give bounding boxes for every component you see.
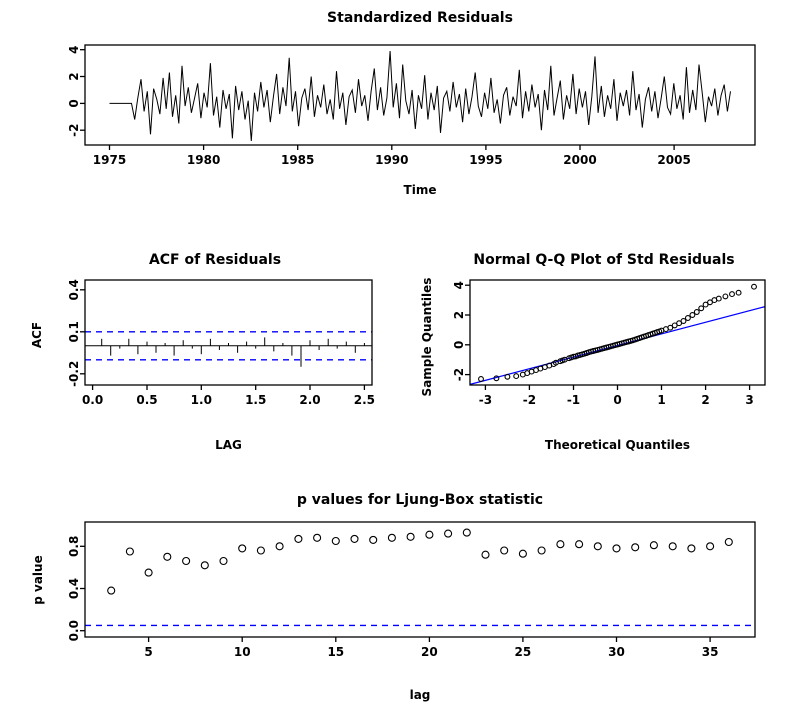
- svg-text:0: 0: [452, 341, 466, 349]
- ljung-xlabel: lag: [409, 688, 431, 702]
- svg-text:15: 15: [327, 645, 344, 659]
- residuals-xlabel: Time: [403, 183, 437, 197]
- svg-text:1990: 1990: [375, 153, 408, 167]
- svg-text:20: 20: [421, 645, 438, 659]
- svg-text:5: 5: [144, 645, 152, 659]
- svg-text:0.4: 0.4: [67, 279, 81, 300]
- svg-text:2: 2: [701, 393, 709, 407]
- svg-text:1995: 1995: [469, 153, 502, 167]
- svg-text:1975: 1975: [93, 153, 126, 167]
- svg-text:4: 4: [67, 46, 81, 54]
- qq-title: Normal Q-Q Plot of Std Residuals: [473, 252, 735, 268]
- ljung-title: p values for Ljung-Box statistic: [296, 492, 544, 508]
- svg-text:2: 2: [452, 311, 466, 319]
- svg-text:10: 10: [234, 645, 251, 659]
- qq-chart: -3 -2 -1 0 1 2 3 -2 0 2 4: [452, 279, 766, 407]
- svg-text:-2: -2: [67, 124, 81, 137]
- svg-text:0: 0: [613, 393, 621, 407]
- acf-title: ACF of Residuals: [148, 252, 282, 268]
- svg-text:-3: -3: [479, 393, 492, 407]
- svg-text:3: 3: [745, 393, 753, 407]
- svg-text:0.5: 0.5: [136, 393, 157, 407]
- acf-chart: 0.0 0.5 1.0 1.5 2.0 2.5 -0.2 0.1 0.4: [67, 279, 375, 407]
- svg-text:2005: 2005: [657, 153, 690, 167]
- svg-text:1980: 1980: [187, 153, 220, 167]
- svg-text:2000: 2000: [563, 153, 596, 167]
- svg-text:-2: -2: [452, 368, 466, 381]
- ljung-chart: 5 10 15 20 25 30 35 0.0 0.4 0.8: [67, 521, 756, 659]
- acf-xlabel: LAG: [215, 438, 242, 452]
- svg-text:-2: -2: [523, 393, 536, 407]
- svg-text:0.1: 0.1: [67, 321, 81, 342]
- svg-text:2: 2: [67, 72, 81, 80]
- qq-xlabel: Theoretical Quantiles: [544, 438, 691, 452]
- svg-text:2.5: 2.5: [354, 393, 375, 407]
- svg-text:-0.2: -0.2: [67, 361, 81, 387]
- svg-text:0.4: 0.4: [67, 578, 81, 599]
- svg-text:1985: 1985: [281, 153, 314, 167]
- svg-text:0.0: 0.0: [67, 620, 81, 641]
- svg-text:1.5: 1.5: [245, 393, 266, 407]
- svg-text:0.8: 0.8: [67, 536, 81, 557]
- svg-text:4: 4: [452, 281, 466, 289]
- svg-text:25: 25: [515, 645, 532, 659]
- svg-text:0: 0: [67, 99, 81, 107]
- residuals-chart: 1975 1980 1985 1990 1995 2000 2005 -2 0 2 4: [67, 44, 756, 167]
- svg-text:2.0: 2.0: [299, 393, 320, 407]
- svg-text:30: 30: [608, 645, 625, 659]
- svg-text:1.0: 1.0: [191, 393, 212, 407]
- svg-text:1: 1: [657, 393, 665, 407]
- svg-text:35: 35: [702, 645, 719, 659]
- svg-text:-1: -1: [567, 393, 580, 407]
- residuals-title: Standardized Residuals: [327, 10, 513, 26]
- svg-text:0.0: 0.0: [82, 393, 103, 407]
